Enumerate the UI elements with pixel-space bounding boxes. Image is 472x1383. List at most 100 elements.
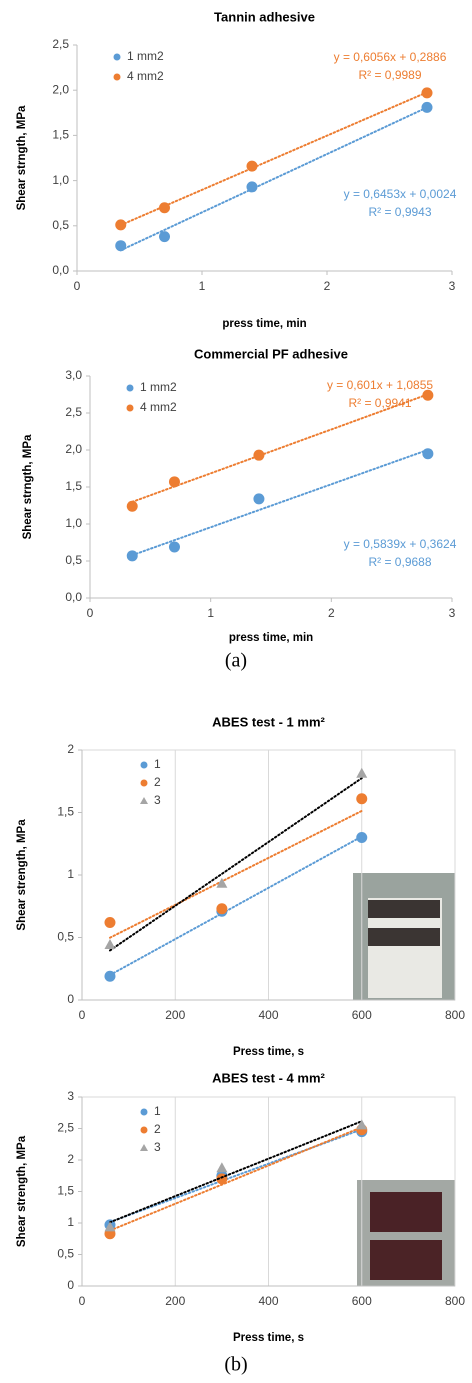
x-tick-label: 400 xyxy=(258,1294,278,1308)
x-tick-label: 400 xyxy=(258,1008,278,1022)
legend-label: 3 xyxy=(154,793,161,807)
point xyxy=(421,101,433,113)
legend-marker xyxy=(140,779,148,787)
panel-label: (b) xyxy=(224,1354,247,1376)
legend-label: 2 xyxy=(154,775,161,789)
legend-marker xyxy=(140,1126,148,1134)
x-tick-label: 0 xyxy=(74,279,81,293)
x-tick-label: 3 xyxy=(449,606,456,620)
y-axis-title: Shear strngth, MPa xyxy=(16,105,28,210)
x-tick-label: 3 xyxy=(449,279,456,293)
y-tick-label: 0 xyxy=(67,1278,74,1292)
legend-marker xyxy=(140,797,148,804)
trendline xyxy=(108,777,363,952)
point xyxy=(246,181,258,193)
point xyxy=(421,87,433,99)
y-tick-label: 2,0 xyxy=(52,82,69,96)
y-tick-label: 0,5 xyxy=(65,553,82,567)
x-tick-label: 0 xyxy=(79,1008,86,1022)
point xyxy=(104,939,116,949)
legend-marker xyxy=(140,1144,148,1151)
trendline xyxy=(131,393,429,503)
point xyxy=(104,917,116,928)
legend-label: 1 mm2 xyxy=(127,49,164,63)
chart: ABES test - 1 mm² Press time, s Shear stre… xyxy=(16,714,465,1058)
trendline xyxy=(119,91,428,227)
x-tick-label: 800 xyxy=(445,1008,465,1022)
y-tick-label: 1,0 xyxy=(65,516,82,530)
chart: Tannin adhesive press time, min Shear strn… xyxy=(16,9,457,330)
x-tick-label: 200 xyxy=(165,1008,185,1022)
legend-marker xyxy=(140,761,148,769)
y-tick-label: 3,0 xyxy=(65,368,82,382)
y-tick-label: 1,5 xyxy=(57,805,74,819)
point xyxy=(422,389,434,401)
x-tick-label: 200 xyxy=(165,1294,185,1308)
point xyxy=(253,493,265,505)
point xyxy=(168,476,180,488)
chart: ABES test - 4 mm² Press time, s Shear stre… xyxy=(16,1070,465,1344)
y-tick-label: 0,5 xyxy=(57,1247,74,1261)
trendline-label: R² = 0,9688 xyxy=(368,555,431,569)
point xyxy=(216,1162,228,1173)
y-tick-label: 0,5 xyxy=(52,218,69,232)
y-tick-label: 0,5 xyxy=(57,930,74,944)
y-tick-label: 2 xyxy=(67,1152,74,1166)
y-tick-label: 1,0 xyxy=(52,173,69,187)
trendline-label: y = 0,5839x + 0,3624 xyxy=(344,537,457,551)
point xyxy=(159,231,170,243)
y-tick-label: 0 xyxy=(67,992,74,1006)
y-tick-label: 2,0 xyxy=(65,442,82,456)
inset-photo xyxy=(357,1180,455,1286)
panel-label: (a) xyxy=(225,650,247,672)
x-tick-label: 600 xyxy=(352,1008,372,1022)
x-tick-label: 2 xyxy=(328,606,335,620)
x-axis-title: press time, min xyxy=(222,318,306,330)
chart-title: ABES test - 4 mm² xyxy=(212,1070,325,1085)
point xyxy=(168,541,180,553)
point xyxy=(126,550,138,562)
trendline xyxy=(108,1128,363,1224)
legend-marker xyxy=(126,404,134,412)
x-axis-title: Press time, s xyxy=(233,1332,304,1344)
trendline-label: y = 0,6056x + 0,2886 xyxy=(334,50,447,64)
point xyxy=(115,219,127,231)
point xyxy=(216,903,228,915)
y-axis-title: Shear strength, MPa xyxy=(16,819,28,931)
x-tick-label: 2 xyxy=(324,279,331,293)
point xyxy=(115,240,127,252)
legend-label: 1 xyxy=(154,757,161,771)
trendline-label: y = 0,601x + 1,0855 xyxy=(327,378,433,392)
point xyxy=(253,449,265,461)
legend-marker xyxy=(126,384,134,392)
trendline-label: R² = 0,9989 xyxy=(358,68,421,82)
y-axis-title: Shear strength, MPa xyxy=(16,1135,28,1247)
x-axis-title: Press time, s xyxy=(233,1046,304,1058)
trendline xyxy=(108,809,363,939)
legend-label: 4 mm2 xyxy=(140,400,177,414)
point xyxy=(356,793,368,805)
x-tick-label: 1 xyxy=(199,279,206,293)
point xyxy=(356,767,368,778)
y-axis-title: Shear strngth, MPa xyxy=(22,434,34,539)
legend-label: 2 xyxy=(154,1122,161,1136)
y-tick-label: 2 xyxy=(67,742,74,756)
trendline xyxy=(119,106,428,252)
y-tick-label: 1,5 xyxy=(57,1184,74,1198)
point xyxy=(422,448,434,460)
point xyxy=(159,202,170,214)
chart-title: Tannin adhesive xyxy=(214,9,315,24)
trendline-label: y = 0,6453x + 0,0024 xyxy=(344,187,457,201)
y-tick-label: 1 xyxy=(67,867,74,881)
x-axis-title: press time, min xyxy=(229,632,313,644)
y-tick-label: 2,5 xyxy=(57,1121,74,1135)
inset-photo xyxy=(353,873,455,1000)
legend-label: 1 xyxy=(154,1104,161,1118)
trendline xyxy=(131,448,429,557)
point xyxy=(216,877,228,888)
point xyxy=(356,1119,368,1130)
y-tick-label: 2,5 xyxy=(65,405,82,419)
x-tick-label: 600 xyxy=(352,1294,372,1308)
trendline-label: R² = 0,9943 xyxy=(368,205,431,219)
